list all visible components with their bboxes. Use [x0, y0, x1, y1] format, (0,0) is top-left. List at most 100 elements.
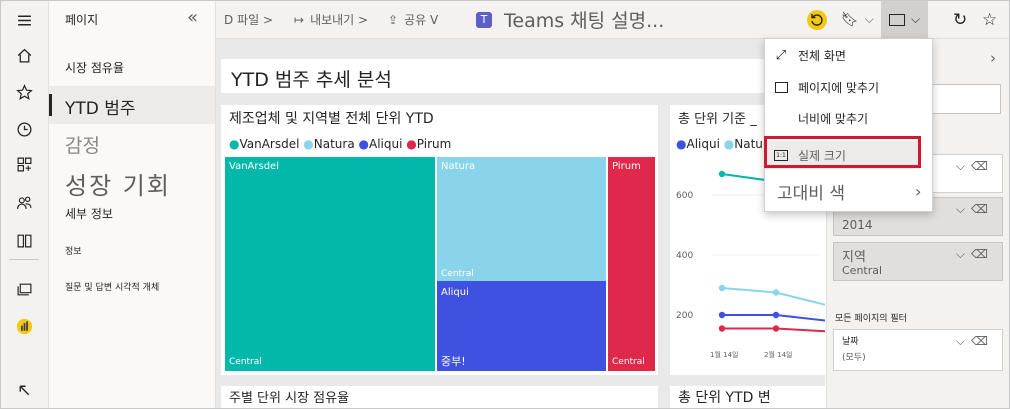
page-item-qna-visual[interactable]: 질문 및 답변 시각적 개체: [49, 277, 215, 297]
filter-card-actions[interactable]: ⌵⌫: [956, 247, 994, 262]
eraser-icon[interactable]: ⌫: [971, 159, 994, 173]
treemap-cell-pirum[interactable]: Pirum Central: [608, 157, 655, 371]
filter-card-title: 지역: [842, 250, 866, 265]
data-point[interactable]: [772, 325, 780, 332]
chevron-down-icon[interactable]: ⌵: [955, 159, 972, 173]
menu-item-fit-page[interactable]: 페이지에 맞추기: [765, 73, 932, 101]
report-action-bar: D 파일 > ↦ 내보내기 > ⇪ 공유 V T Teams 채팅 설명... …: [216, 1, 1009, 39]
report-canvas: YTD 범주 추세 분석 제조업체 및 지역별 전체 단위 YTD ●VanAr…: [216, 39, 825, 408]
treemap-cell-natura[interactable]: Natura Central: [437, 157, 606, 281]
filter-card-actions[interactable]: ⌵⌫: [956, 202, 994, 217]
bookmark-button[interactable]: 🔖︎ ⌵: [841, 1, 874, 38]
recent-clock-icon[interactable]: [1, 112, 48, 146]
page-item-label: 질문 및 답변 시각적 개체: [65, 283, 160, 293]
filter-card-date[interactable]: 날짜 ⌵⌫ (모두): [833, 329, 1003, 371]
y-tick-label: 600: [676, 191, 693, 201]
file-menu-label: D 파일 >: [224, 13, 274, 27]
share-menu-label: 공유 V: [404, 13, 439, 27]
treemap-cell-label: Aliqui: [441, 287, 469, 298]
legend-item[interactable]: ●Pirum: [406, 137, 452, 151]
menu-item-label: 실제 크기: [798, 148, 846, 163]
chevron-right-icon: ›: [915, 181, 922, 201]
expand-icon: ⤢: [775, 47, 787, 63]
file-menu[interactable]: D 파일 >: [224, 1, 273, 38]
hamburger-menu-icon[interactable]: [1, 3, 48, 37]
treemap-cell-aliqui[interactable]: Aliqui 중부!: [437, 281, 606, 371]
chevron-down-icon[interactable]: ⌵: [955, 334, 972, 348]
data-point[interactable]: [772, 311, 780, 319]
menu-item-full-screen[interactable]: ⤢ 전체 화면: [765, 41, 932, 69]
treemap-cell-sublabel: Central: [441, 269, 474, 279]
pages-pane: 페이지 « 시장 점유율 YTD 범주 감정 성장 기회 세부 정보 정보 질문…: [49, 1, 216, 408]
filter-card-value: Central: [842, 264, 883, 277]
actual-size-icon: 1:1: [774, 148, 788, 162]
page-item-details[interactable]: 세부 정보: [49, 202, 215, 226]
data-point[interactable]: [718, 284, 726, 292]
teams-chat-button[interactable]: T Teams 채팅 설명...: [476, 1, 664, 38]
favorites-star-icon[interactable]: [1, 75, 48, 109]
page-item-sentiment[interactable]: 감정: [49, 127, 215, 159]
filter-card-actions[interactable]: ⌵⌫: [956, 334, 994, 349]
legend-item[interactable]: ●Natu: [723, 137, 763, 151]
export-menu-label: 내보내기 >: [310, 13, 369, 27]
apps-icon[interactable]: [1, 147, 48, 181]
page-item-growth-opportunity[interactable]: 성장 기회: [49, 163, 215, 201]
data-point[interactable]: [718, 170, 726, 178]
collapse-pane-icon[interactable]: «: [187, 7, 199, 28]
expand-arrow-icon[interactable]: [1, 373, 48, 407]
legend-label: Natura: [313, 137, 355, 151]
favorite-star-icon[interactable]: ☆: [982, 9, 998, 30]
ytd-change-tile[interactable]: 총 단위 YTD 변: [670, 386, 825, 408]
data-point[interactable]: [772, 289, 780, 296]
page-item-market-share[interactable]: 시장 점유율: [49, 53, 215, 81]
all-pages-filter-heading: 모든 페이지의 필터: [835, 314, 907, 324]
eraser-icon[interactable]: ⌫: [971, 202, 994, 216]
share-menu[interactable]: ⇪ 공유 V: [388, 1, 438, 38]
legend-item[interactable]: ●Natura: [303, 137, 355, 151]
line-chart-legend: ●Aliqui ●Natu: [676, 137, 763, 151]
chevron-down-icon: ⌵: [910, 12, 921, 26]
view-menu-button[interactable]: ⌵: [881, 1, 928, 38]
fit-width-icon: [774, 111, 788, 125]
page-item-label: YTD 범주: [65, 99, 136, 119]
view-dropdown-menu: ⤢ 전체 화면 페이지에 맞추기 너비에 맞추기 1:1 실제 크기 고대비 색…: [764, 38, 933, 212]
refresh-icon[interactable]: ↻: [953, 9, 968, 30]
page-item-label: 정보: [65, 247, 82, 257]
learn-book-icon[interactable]: [1, 223, 48, 257]
treemap-cell-label: Pirum: [612, 161, 641, 172]
expand-filters-chevron-icon[interactable]: ›: [990, 49, 996, 67]
workspaces-icon[interactable]: [1, 272, 48, 306]
legend-item[interactable]: ●VanArsdel: [229, 137, 300, 151]
page-item-info[interactable]: 정보: [49, 241, 215, 261]
eraser-icon[interactable]: ⌫: [971, 247, 994, 261]
reset-icon: [807, 9, 827, 30]
treemap-cell-vanarsdel[interactable]: VanArsdel Central: [225, 157, 435, 371]
chevron-down-icon[interactable]: ⌵: [955, 202, 972, 216]
legend-label: Natu: [734, 137, 763, 151]
home-icon[interactable]: [1, 38, 48, 72]
weekly-market-share-tile[interactable]: 주별 단위 시장 점유율: [221, 386, 658, 408]
chevron-down-icon[interactable]: ⌵: [955, 247, 972, 261]
treemap-cell-label: VanArsdel: [229, 161, 279, 172]
rail-divider: [9, 259, 39, 260]
menu-item-actual-size[interactable]: 1:1 실제 크기: [765, 141, 919, 169]
treemap-cell-sublabel: 중부!: [441, 355, 466, 368]
menu-item-high-contrast[interactable]: 고대비 색 ›: [765, 177, 932, 205]
workspace-avatar-icon[interactable]: [1, 309, 48, 343]
filter-card-region[interactable]: 지역 ⌵⌫ Central: [833, 242, 1003, 281]
data-point[interactable]: [718, 311, 726, 319]
menu-item-fit-width[interactable]: 너비에 맞추기: [765, 104, 932, 132]
page-item-ytd-category[interactable]: YTD 범주: [49, 86, 215, 124]
reset-button[interactable]: [806, 1, 828, 38]
filter-card-actions[interactable]: ⌵⌫: [956, 159, 994, 174]
legend-item[interactable]: ●Aliqui: [358, 137, 403, 151]
treemap-visual[interactable]: 제조업체 및 지역별 전체 단위 YTD ●VanArsdel ●Natura …: [221, 105, 658, 375]
data-point[interactable]: [718, 325, 726, 332]
chevron-down-icon: ⌵: [864, 12, 874, 26]
legend-label: Aliqui: [686, 137, 720, 151]
export-menu[interactable]: ↦ 내보내기 >: [294, 1, 368, 38]
legend-item[interactable]: ●Aliqui: [676, 137, 720, 151]
eraser-icon[interactable]: ⌫: [971, 334, 994, 348]
shared-with-me-icon[interactable]: [1, 185, 48, 219]
treemap-title: 제조업체 및 지역별 전체 단위 YTD: [229, 111, 434, 127]
